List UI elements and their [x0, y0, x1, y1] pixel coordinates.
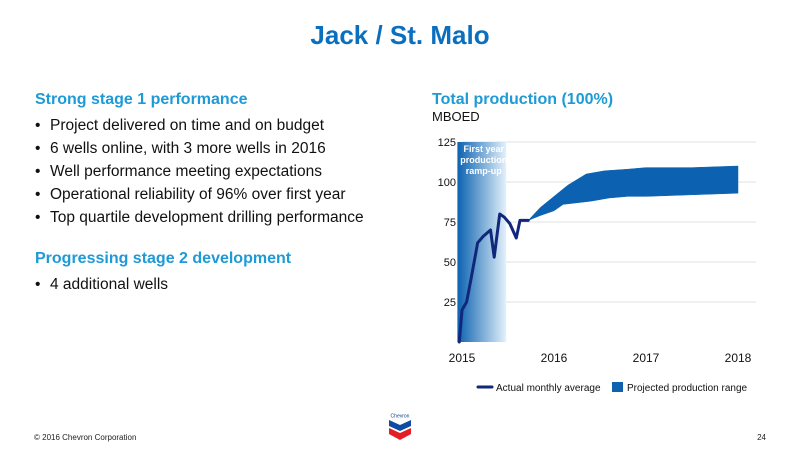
y-tick-label: 100: [438, 177, 456, 189]
y-tick-label: 125: [438, 137, 456, 149]
y-tick-label: 75: [444, 217, 456, 229]
x-tick-label: 2018: [725, 351, 752, 365]
y-tick-label: 25: [444, 297, 456, 309]
section-heading-stage1: Strong stage 1 performance: [35, 91, 248, 108]
logo-wordmark: Chevron: [391, 414, 410, 420]
x-tick-label: 2015: [449, 351, 476, 365]
actual-monthly-line: [457, 212, 530, 344]
chart-unit-label: MBOED: [432, 109, 480, 124]
footer-copyright: © 2016 Chevron Corporation: [34, 433, 137, 442]
bullet-item: Operational reliability of 96% over firs…: [35, 183, 405, 206]
ramp-up-label: production: [460, 155, 507, 165]
legend-projected-swatch: [612, 382, 623, 392]
chart-title: Total production (100%): [432, 91, 614, 108]
ramp-up-region: [457, 142, 507, 342]
highlights-panel: Strong stage 1 performance Project deliv…: [35, 90, 405, 296]
chevron-logo: Chevron: [387, 412, 413, 440]
projected-range-band: [528, 165, 739, 221]
legend-projected-label: Projected production range: [627, 383, 748, 394]
ramp-up-label: First year: [464, 144, 505, 154]
section-heading-stage2: Progressing stage 2 development: [35, 250, 292, 267]
bullet-item: 6 wells online, with 3 more wells in 201…: [35, 137, 405, 160]
stage2-bullet-list: 4 additional wells: [35, 273, 405, 296]
x-tick-label: 2017: [633, 351, 660, 365]
legend-actual-label: Actual monthly average: [496, 383, 601, 394]
bullet-item: 4 additional wells: [35, 273, 405, 296]
stage1-bullet-list: Project delivered on time and on budget …: [35, 114, 405, 229]
ramp-up-label: ramp-up: [466, 166, 503, 176]
bullet-item: Project delivered on time and on budget: [35, 114, 405, 137]
bullet-item: Top quartile development drilling perfor…: [35, 206, 405, 229]
x-tick-label: 2016: [541, 351, 568, 365]
bullet-item: Well performance meeting expectations: [35, 160, 405, 183]
page-number: 24: [757, 433, 766, 442]
slide-title: Jack / St. Malo: [310, 20, 490, 50]
y-tick-label: 50: [444, 257, 456, 269]
